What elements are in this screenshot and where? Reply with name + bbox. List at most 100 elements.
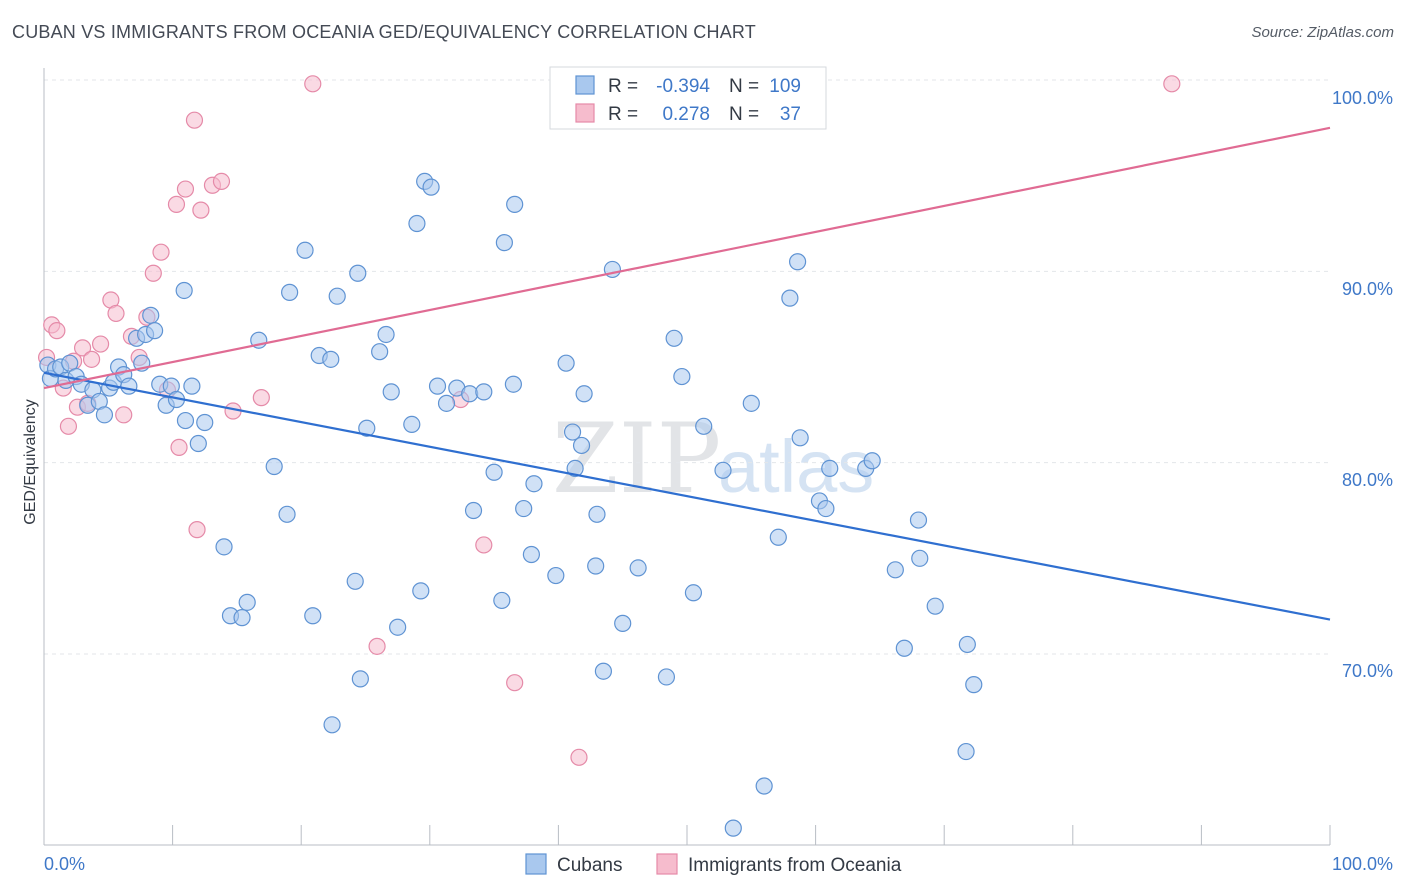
- cubans-point: [926, 597, 944, 615]
- cubans-point: [296, 241, 314, 259]
- cubans-point: [958, 635, 976, 654]
- cubans-point: [755, 777, 773, 795]
- cubans-point: [323, 716, 341, 734]
- cubans-point: [594, 662, 613, 680]
- cubans-point: [821, 459, 839, 478]
- cubans-point: [547, 566, 565, 585]
- cubans-point: [265, 457, 283, 476]
- cubans-point: [588, 505, 606, 523]
- cubans-point: [281, 283, 299, 301]
- cubans-point: [428, 377, 447, 395]
- cubans-point: [911, 549, 929, 567]
- y-axis-title: GED/Equivalency: [22, 399, 39, 524]
- cubans-point: [346, 572, 364, 590]
- bottom-legend-label-cubans: Cubans: [557, 855, 623, 876]
- oceania-point: [176, 180, 195, 198]
- cubans-point: [665, 329, 683, 347]
- cubans-point: [657, 668, 676, 686]
- cubans-point: [371, 343, 389, 361]
- oceania-point: [368, 637, 386, 655]
- cubans-point: [322, 350, 340, 368]
- chart-title: CUBAN VS IMMIGRANTS FROM OCEANIA GED/EQU…: [12, 22, 756, 42]
- cubans-trend-line: [43, 371, 1331, 621]
- oceania-point: [167, 195, 186, 213]
- cubans-point: [788, 253, 807, 271]
- cubans-point: [176, 411, 195, 430]
- y-tick-label-70: 70.0%: [1342, 661, 1393, 681]
- correlation-legend: R = -0.394 N = 109 R = 0.278 N = 37: [549, 66, 827, 130]
- y-tick-label-100: 100.0%: [1332, 88, 1393, 108]
- cubans-point: [695, 417, 713, 435]
- oceania-point: [1163, 75, 1181, 93]
- cubans-point: [684, 584, 703, 602]
- cubans-point: [791, 429, 809, 447]
- cubans-point: [464, 501, 483, 520]
- oceania-point: [188, 521, 206, 539]
- oceania-point: [170, 438, 188, 456]
- cubans-point: [572, 436, 591, 455]
- cubans-point: [525, 475, 543, 493]
- cubans-point: [175, 281, 193, 300]
- cubans-point: [196, 413, 214, 432]
- y-tick-label-90: 90.0%: [1342, 279, 1393, 299]
- cubans-point: [957, 742, 975, 761]
- series-legend: Cubans Immigrants from Oceania: [525, 853, 902, 876]
- cubans-point: [614, 614, 632, 632]
- cubans-point: [493, 591, 511, 610]
- oceania-point: [475, 536, 493, 554]
- cubans-point: [909, 511, 928, 529]
- trend-lines: [43, 126, 1331, 621]
- legend-r-label-cubans: R =: [608, 76, 638, 97]
- cubans-point: [575, 385, 593, 403]
- oceania-point: [115, 406, 133, 424]
- legend-r-label-oceania: R =: [608, 104, 638, 125]
- oceania-point: [185, 111, 204, 129]
- oceania-point: [59, 417, 78, 435]
- cubans-point: [965, 676, 983, 694]
- oceania-point: [506, 674, 524, 692]
- y-tick-label-80: 80.0%: [1342, 470, 1393, 490]
- cubans-point: [95, 406, 114, 424]
- cubans-point: [142, 306, 160, 324]
- cubans-point: [349, 264, 367, 282]
- cubans-point: [566, 459, 584, 478]
- cubans-point: [403, 415, 421, 433]
- oceania-point: [73, 339, 92, 357]
- cubans-point: [629, 559, 647, 577]
- cubans-point: [328, 287, 346, 305]
- cubans-point: [587, 557, 605, 575]
- cubans-point: [461, 385, 479, 403]
- cubans-point: [742, 394, 760, 412]
- cubans-point: [769, 528, 787, 546]
- bottom-legend-swatch-oceania: [656, 853, 678, 875]
- cubans-point: [382, 383, 400, 401]
- cubans-point: [145, 322, 164, 340]
- legend-box: [549, 66, 827, 130]
- cubans-point: [422, 178, 440, 196]
- cubans-point: [408, 214, 426, 233]
- legend-swatch-cubans: [575, 75, 595, 95]
- oceania-point: [152, 243, 170, 261]
- oceania-point: [91, 335, 110, 353]
- cubans-point: [863, 452, 881, 470]
- cubans-point: [563, 423, 582, 441]
- oceania-point: [304, 75, 322, 93]
- legend-swatch-oceania: [575, 103, 595, 123]
- axes: [43, 68, 1331, 846]
- oceania-point: [48, 322, 66, 340]
- cubans-points: [39, 172, 983, 837]
- oceania-point: [144, 264, 162, 282]
- cubans-point: [895, 639, 913, 657]
- cubans-point: [557, 354, 575, 372]
- legend-r-cubans: -0.394: [656, 76, 710, 97]
- cubans-point: [351, 670, 369, 688]
- oceania-point: [107, 304, 125, 323]
- cubans-point: [304, 607, 322, 625]
- legend-n-cubans: 109: [769, 76, 801, 97]
- legend-n-label-oceania: N =: [729, 104, 759, 125]
- cubans-point: [724, 819, 742, 837]
- legend-r-oceania: 0.278: [662, 104, 710, 125]
- cubans-point: [485, 463, 503, 481]
- bottom-legend-label-oceania: Immigrants from Oceania: [688, 855, 902, 876]
